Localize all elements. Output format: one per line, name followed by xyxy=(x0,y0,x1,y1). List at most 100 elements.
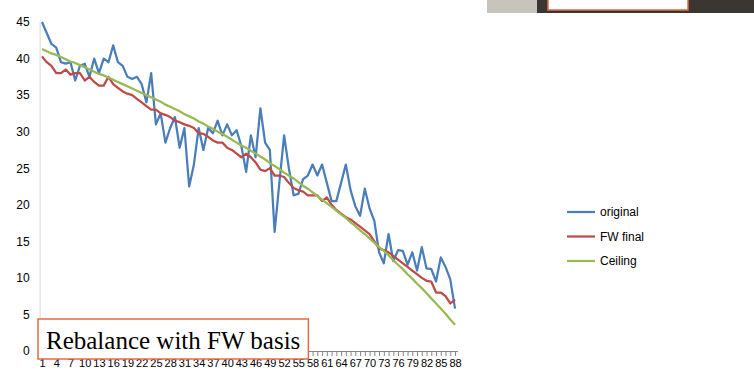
tick-mark xyxy=(360,351,361,356)
tick-label: 70 xyxy=(364,357,376,369)
tick-mark xyxy=(332,351,333,356)
tick-mark xyxy=(313,351,314,356)
tick-label: 0 xyxy=(23,344,30,358)
photo-box xyxy=(548,0,688,10)
tick: 0 xyxy=(23,344,40,358)
annotation: Rebalance with FW basis xyxy=(38,319,308,359)
tick-label: 61 xyxy=(321,357,333,369)
tick: 5 xyxy=(23,308,40,322)
tick: 61 xyxy=(321,351,333,369)
tick-label: 15 xyxy=(16,235,30,249)
tick-mark xyxy=(317,351,318,356)
tick-label: 88 xyxy=(449,357,461,369)
tick-mark xyxy=(455,351,456,356)
tick: 20 xyxy=(16,198,39,212)
tick-mark xyxy=(327,351,328,356)
tick: 10 xyxy=(16,271,39,285)
tick: 40 xyxy=(16,52,39,66)
tick xyxy=(336,351,337,356)
tick xyxy=(365,351,366,356)
tick-mark xyxy=(403,351,404,356)
tick-mark xyxy=(355,351,356,356)
tick: 67 xyxy=(350,351,362,369)
tick xyxy=(332,351,333,356)
tick: 85 xyxy=(435,351,447,369)
tick-label: 25 xyxy=(16,162,30,176)
tick-label: 67 xyxy=(350,357,362,369)
tick xyxy=(379,351,380,356)
tick-mark xyxy=(351,351,352,356)
tick-mark xyxy=(422,351,423,356)
tick xyxy=(351,351,352,356)
tick xyxy=(317,351,318,356)
tick-mark xyxy=(431,351,432,356)
tick xyxy=(408,351,409,356)
tick-label: 82 xyxy=(421,357,433,369)
tick-mark xyxy=(446,351,447,356)
tick xyxy=(446,351,447,356)
tick xyxy=(389,351,390,356)
legend-label: original xyxy=(600,205,639,219)
tick xyxy=(450,351,451,356)
tick: 73 xyxy=(378,351,390,369)
tick-label: 40 xyxy=(16,52,30,66)
tick-label: 35 xyxy=(16,88,30,102)
series-line xyxy=(42,56,455,303)
chart: 0510152025303540451471013161922252831343… xyxy=(0,0,754,372)
tick-mark xyxy=(398,351,399,356)
tick-mark xyxy=(427,351,428,356)
tick xyxy=(403,351,404,356)
tick-label: 73 xyxy=(378,357,390,369)
tick: 45 xyxy=(16,15,39,29)
series-line xyxy=(42,22,455,309)
legend-label: FW final xyxy=(600,230,644,244)
legend-swatch xyxy=(567,211,595,213)
tick-mark xyxy=(441,351,442,356)
tick-mark xyxy=(389,351,390,356)
tick-label: 20 xyxy=(16,198,30,212)
annotation-text: Rebalance with FW basis xyxy=(46,327,300,354)
y-axis: 0 5 10 15 20 25 30 35 40 45 xyxy=(16,15,40,358)
tick: 35 xyxy=(16,88,39,102)
tick-label: 10 xyxy=(16,271,30,285)
tick-mark xyxy=(322,351,323,356)
tick: 30 xyxy=(16,125,39,139)
tick: 79 xyxy=(407,351,419,369)
series-line xyxy=(42,49,455,325)
plot-area xyxy=(42,22,455,325)
background xyxy=(0,0,754,372)
tick xyxy=(346,351,347,356)
legend: originalFW finalCeiling xyxy=(567,205,644,268)
tick-mark xyxy=(365,351,366,356)
tick-label: 64 xyxy=(335,357,347,369)
tick-label: 5 xyxy=(23,308,30,322)
tick-mark xyxy=(436,351,437,356)
tick-label: 79 xyxy=(407,357,419,369)
tick: 76 xyxy=(392,351,404,369)
tick-label: 85 xyxy=(435,357,447,369)
annotation-box xyxy=(38,319,308,359)
photo-area xyxy=(487,0,537,13)
tick xyxy=(393,351,394,356)
tick-mark xyxy=(379,351,380,356)
legend-swatch xyxy=(567,260,595,262)
tick-mark xyxy=(393,351,394,356)
tick xyxy=(374,351,375,356)
tick: 82 xyxy=(421,351,433,369)
tick-mark xyxy=(450,351,451,356)
tick xyxy=(360,351,361,356)
tick xyxy=(417,351,418,356)
tick: 70 xyxy=(364,351,376,369)
tick xyxy=(322,351,323,356)
tick: 64 xyxy=(335,351,347,369)
photo-fragment xyxy=(487,0,754,13)
tick-mark xyxy=(417,351,418,356)
tick-mark xyxy=(336,351,337,356)
legend-swatch xyxy=(567,235,595,237)
tick-mark xyxy=(408,351,409,356)
tick xyxy=(431,351,432,356)
tick-label: 45 xyxy=(16,15,30,29)
tick-mark xyxy=(346,351,347,356)
tick xyxy=(422,351,423,356)
tick-mark xyxy=(341,351,342,356)
